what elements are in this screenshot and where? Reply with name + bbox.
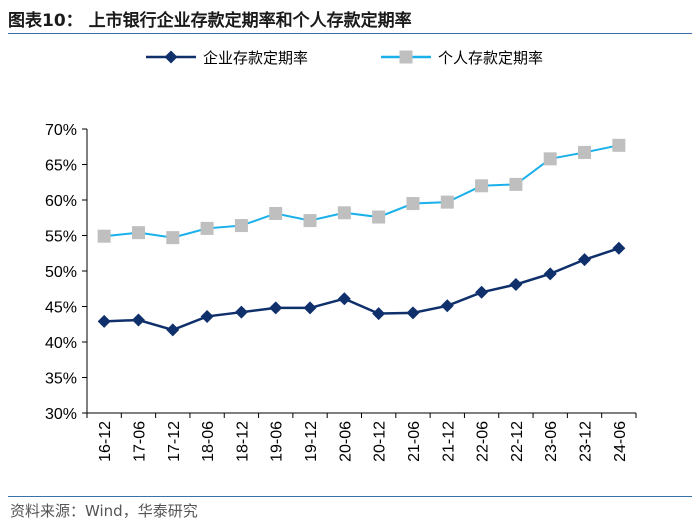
- y-tick-label: 35%: [45, 371, 77, 388]
- x-tick-label: 22-12: [509, 421, 526, 462]
- data-point: [166, 323, 180, 337]
- data-point: [234, 305, 248, 319]
- footer-divider: [8, 496, 692, 497]
- x-tick-label: 18-12: [234, 421, 251, 462]
- data-point: [578, 253, 592, 267]
- x-tick-label: 20-12: [372, 421, 389, 462]
- data-point: [234, 219, 248, 233]
- legend: 企业存款定期率 个人存款定期率: [146, 49, 543, 67]
- x-tick-label: 23-12: [578, 421, 595, 462]
- data-point: [337, 206, 351, 220]
- line-chart: 企业存款定期率 个人存款定期率 30% 35% 40% 45% 50% 55% 60% 65% 7…: [45, 49, 637, 462]
- x-tick-label: 17-12: [166, 421, 183, 462]
- x-tick-label: 21-12: [440, 421, 457, 462]
- data-point: [372, 307, 386, 321]
- series-line: [104, 247, 620, 332]
- data-point: [543, 267, 557, 281]
- legend-marker: [164, 50, 178, 64]
- data-point: [612, 241, 626, 255]
- x-tick-label: 19-12: [303, 421, 320, 462]
- x-tick-label: 17-06: [131, 421, 148, 462]
- y-tick-label: 45%: [45, 300, 77, 317]
- legend-label: 企业存款定期率: [203, 49, 308, 67]
- series-line: [104, 144, 620, 239]
- data-point: [543, 152, 557, 166]
- data-point: [200, 309, 214, 323]
- series-lines: [104, 144, 620, 332]
- data-point: [475, 285, 489, 299]
- x-tick-label: 19-06: [269, 421, 286, 462]
- title-divider: [8, 33, 692, 34]
- x-tick-label: 16-12: [97, 421, 114, 462]
- x-tick-label: 21-06: [406, 421, 423, 462]
- x-tick-label: 22-06: [475, 421, 492, 462]
- data-point: [612, 138, 626, 152]
- legend-label: 个人存款定期率: [438, 49, 543, 67]
- y-tick-label: 65%: [45, 158, 77, 175]
- data-point: [406, 306, 420, 320]
- data-point: [578, 145, 592, 159]
- y-tick-label: 70%: [45, 122, 77, 139]
- y-tick-label: 40%: [45, 335, 77, 352]
- x-tick-label: 18-06: [200, 421, 217, 462]
- x-tick-label: 24-06: [612, 421, 629, 462]
- data-point: [97, 229, 111, 243]
- y-tick-label: 50%: [45, 264, 77, 281]
- data-point: [509, 177, 523, 191]
- data-point: [303, 214, 317, 228]
- series-markers: [97, 138, 626, 337]
- x-tick-label: 23-06: [543, 421, 560, 462]
- data-point: [166, 231, 180, 245]
- data-point: [406, 197, 420, 211]
- data-point: [269, 301, 283, 315]
- data-point: [509, 277, 523, 291]
- y-tick-label: 60%: [45, 193, 77, 210]
- data-point: [269, 206, 283, 220]
- y-tick-label: 55%: [45, 229, 77, 246]
- axes: 30% 35% 40% 45% 50% 55% 60% 65% 70% 16-12 17-06 17-…: [45, 122, 637, 462]
- data-point: [131, 313, 145, 327]
- legend-marker: [399, 50, 413, 64]
- data-point: [372, 210, 386, 224]
- data-point: [303, 301, 317, 315]
- data-point: [200, 221, 214, 235]
- chart-title: 图表10： 上市银行企业存款定期率和个人存款定期率: [8, 11, 412, 31]
- data-point: [131, 226, 145, 240]
- data-point: [97, 314, 111, 328]
- source-note: 资料来源：Wind，华泰研究: [10, 502, 198, 520]
- data-point: [440, 299, 454, 313]
- data-point: [337, 292, 351, 306]
- y-tick-label: 30%: [45, 406, 77, 423]
- data-point: [475, 179, 489, 193]
- data-point: [440, 195, 454, 209]
- x-tick-label: 20-06: [337, 421, 354, 462]
